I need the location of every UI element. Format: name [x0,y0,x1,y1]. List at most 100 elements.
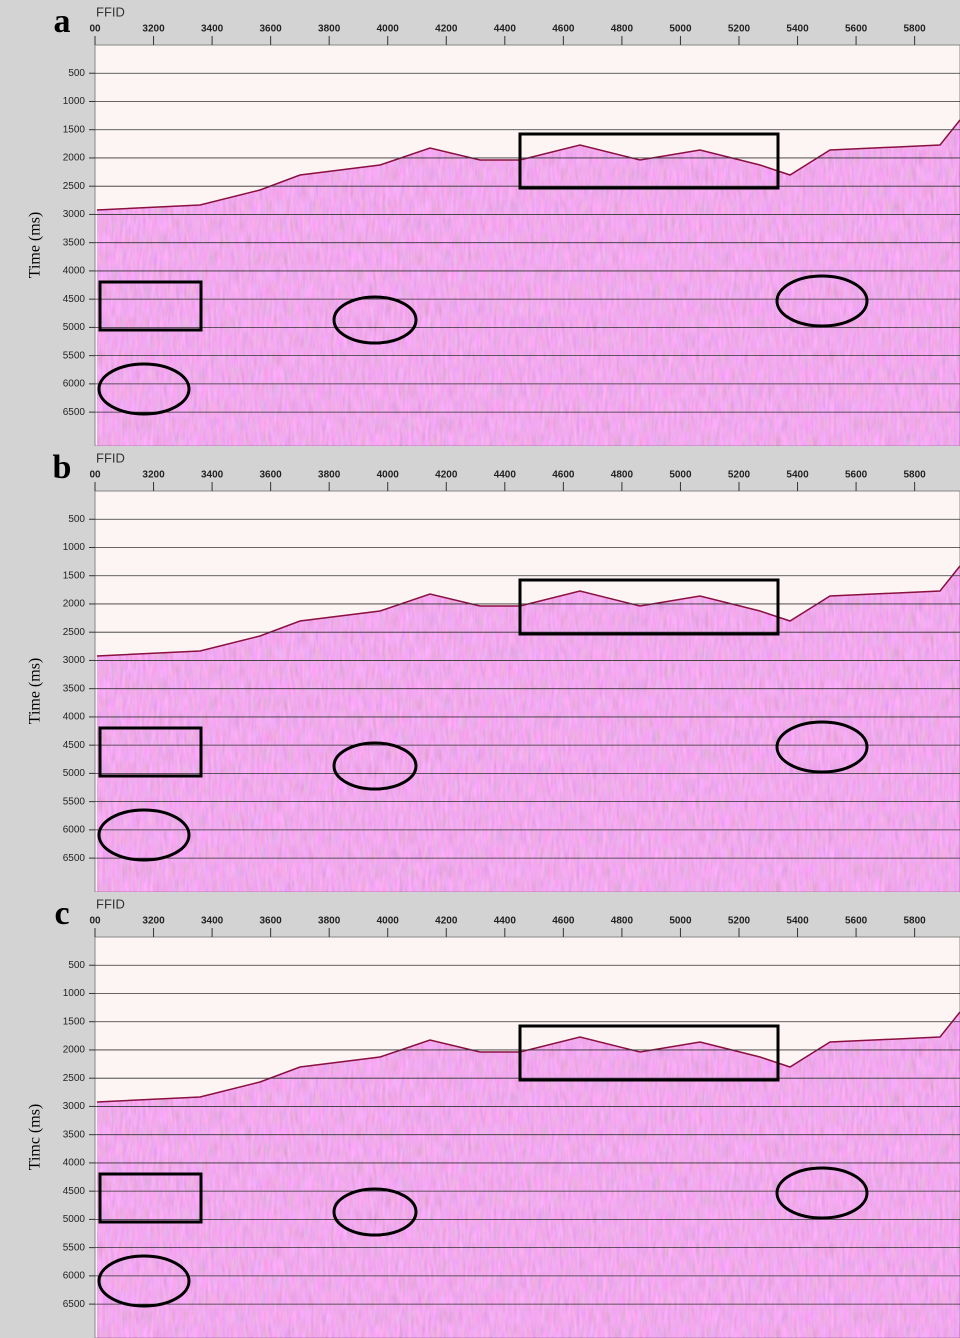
panel-label: b [53,449,72,486]
annotation-ellipse [332,741,418,791]
y-tick-label: 2500 [63,627,86,638]
annotation-box [98,726,203,778]
y-tick-label: 4000 [63,1158,86,1169]
y-tick-label: 1000 [63,542,86,553]
y-tick-label: 4500 [63,1186,86,1197]
x-tick-label: 00 [89,916,101,927]
y-tick-label: 6000 [63,379,86,390]
annotation-ellipse [775,720,869,774]
annotation-ellipse [775,1166,869,1220]
x-tick-label: 5000 [669,470,692,481]
left-margin [0,0,95,446]
x-tick-label: 4400 [494,470,517,481]
annotation-box [518,1024,780,1082]
y-tick-label: 3500 [63,683,86,694]
annotation-ellipse [775,274,869,328]
header-band [0,892,960,937]
x-tick-label: 4200 [435,24,458,35]
annotation-ellipse [97,1254,191,1308]
y-tick-label: 500 [68,68,85,79]
left-margin [0,892,95,1338]
y-tick-label: 2500 [63,1073,86,1084]
annotation-box [518,578,780,636]
annotation-box [98,280,203,332]
x-tick-label: 4000 [377,470,400,481]
y-tick-label: 2000 [63,599,86,610]
x-axis-label: FFID [96,4,125,19]
x-tick-label: 5600 [845,916,868,927]
y-tick-label: 5500 [63,796,86,807]
y-tick-label: 1500 [63,1016,86,1027]
panel: 500 1000 1500 2000 2500 3000 3500 4000 4500 5000 5… [0,446,960,893]
x-tick-label: 3600 [260,916,283,927]
y-tick-label: 2000 [63,153,86,164]
y-tick-label: 5500 [63,1242,86,1253]
panel: 500 1000 1500 2000 2500 3000 3500 4000 4500 5000 5… [0,0,960,447]
header-band [0,446,960,491]
x-tick-label: 4600 [552,916,575,927]
x-tick-label: 5200 [728,470,751,481]
x-tick-label: 4800 [611,916,634,927]
y-tick-label: 6500 [63,407,86,418]
x-tick-label: 5600 [845,24,868,35]
x-tick-label: 4800 [611,470,634,481]
x-tick-label: 4000 [377,916,400,927]
annotation-box [518,132,780,190]
annotation-box [98,1172,203,1224]
x-tick-label: 3200 [142,470,165,481]
y-tick-label: 3500 [63,237,86,248]
x-tick-label: 3800 [318,24,341,35]
x-tick-label: 4600 [552,24,575,35]
y-axis-label: Time (ms) [27,212,44,279]
x-axis-label: FFID [96,450,125,465]
y-tick-label: 4500 [63,740,86,751]
y-tick-label: 6000 [63,825,86,836]
y-axis-label: Timc (ms) [27,1104,44,1171]
y-tick-label: 2000 [63,1045,86,1056]
horizon [96,119,960,211]
panel: 500 1000 1500 2000 2500 3000 3500 4000 4500 5000 5… [0,892,960,1338]
y-tick-label: 4500 [63,294,86,305]
x-tick-label: 3400 [201,470,224,481]
x-tick-label: 5800 [904,470,927,481]
y-tick-label: 500 [68,514,85,525]
x-tick-label: 00 [89,470,101,481]
y-tick-label: 1000 [63,96,86,107]
x-tick-label: 4800 [611,24,634,35]
x-tick-label: 5000 [669,916,692,927]
x-tick-label: 5400 [786,24,809,35]
x-tick-label: 5400 [786,916,809,927]
y-tick-label: 5000 [63,1214,86,1225]
x-tick-label: 3400 [201,916,224,927]
y-tick-label: 3000 [63,655,86,666]
y-tick-label: 4000 [63,266,86,277]
panel-label: c [54,895,69,932]
horizon [96,1011,960,1103]
y-tick-label: 1500 [63,124,86,135]
x-tick-label: 00 [89,24,101,35]
y-tick-label: 2500 [63,181,86,192]
x-tick-label: 3200 [142,24,165,35]
annotation-ellipse [97,808,191,862]
y-tick-label: 6500 [63,1299,86,1310]
annotation-ellipse [97,362,191,416]
x-tick-label: 5200 [728,24,751,35]
x-axis-label: FFID [96,896,125,911]
x-tick-label: 4600 [552,470,575,481]
annotation-ellipse [332,295,418,345]
x-tick-label: 3600 [260,24,283,35]
y-tick-label: 500 [68,960,85,971]
horizon [96,565,960,657]
x-tick-label: 3600 [260,470,283,481]
x-tick-label: 3800 [318,916,341,927]
x-tick-label: 5600 [845,470,868,481]
x-tick-label: 5200 [728,916,751,927]
y-tick-label: 6000 [63,1271,86,1282]
x-tick-label: 3400 [201,24,224,35]
x-tick-label: 5800 [904,916,927,927]
header-band [0,0,960,45]
x-tick-label: 3200 [142,916,165,927]
x-tick-label: 3800 [318,470,341,481]
